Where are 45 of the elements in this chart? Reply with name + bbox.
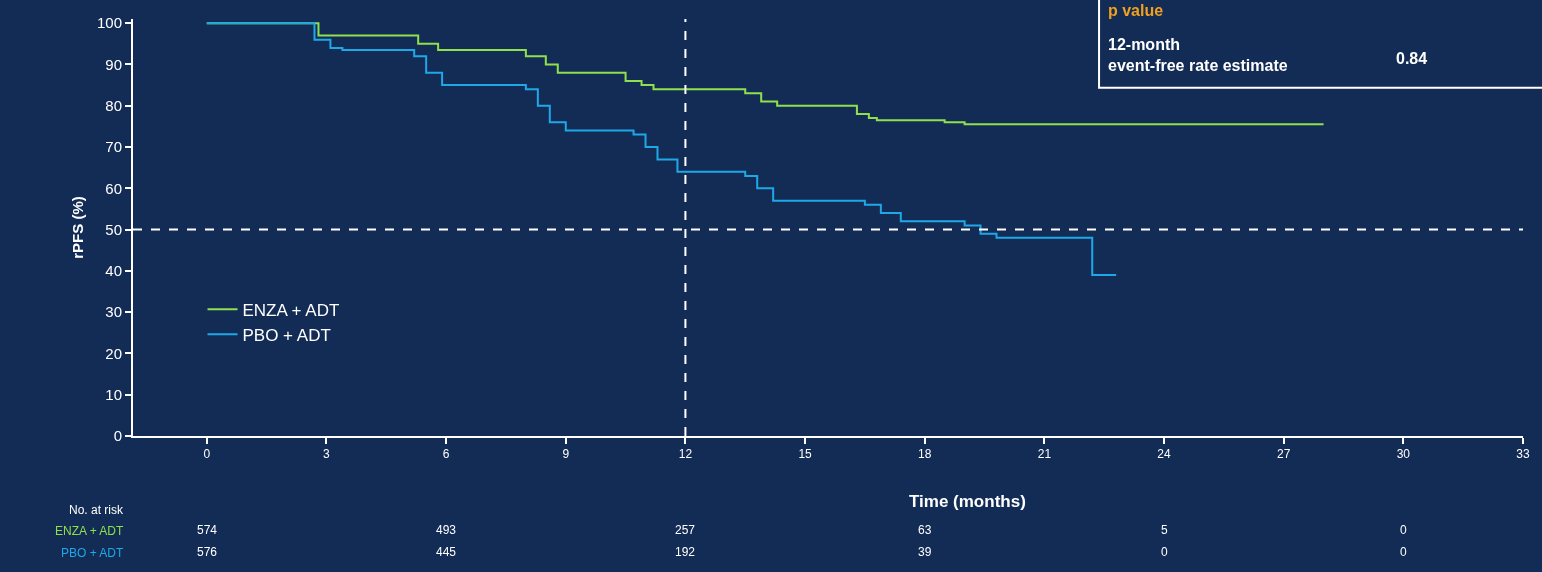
y-tick-label: 90 [105, 55, 122, 73]
text: 445 [436, 545, 457, 559]
x-tick-label: 9 [562, 447, 570, 462]
y-tick-label: 80 [105, 96, 122, 114]
y-tick-label: 40 [105, 262, 122, 280]
x-tick-label: 12 [678, 447, 693, 462]
text: 39 [918, 545, 932, 559]
text: 574 [197, 523, 218, 537]
legend-label: ENZA + ADT [242, 300, 340, 320]
x-tick-label: 3 [323, 447, 331, 462]
y-tick-label: 20 [105, 344, 122, 362]
y-axis-title: rPFS (%) [68, 196, 86, 259]
x-tick-label: 27 [1277, 447, 1291, 462]
text: 257 [675, 523, 696, 537]
x-tick-label: 0 [203, 447, 211, 462]
text: 576 [197, 545, 218, 559]
x-tick-label: 15 [798, 447, 813, 462]
legend-label: PBO + ADT [242, 325, 331, 345]
text: 63 [918, 523, 932, 537]
y-tick-label: 10 [105, 385, 122, 403]
x-axis-title: Time (months) [909, 492, 1026, 511]
text: 0 [1400, 545, 1407, 559]
y-tick-label: 30 [105, 303, 122, 321]
annotation: 12-month event-free rate estimate [1108, 36, 1288, 74]
text: PBO + ADT [61, 546, 125, 560]
text: 493 [436, 523, 457, 537]
x-tick-label: 24 [1157, 447, 1172, 462]
text: 192 [675, 545, 696, 559]
x-tick-label: 18 [918, 447, 932, 462]
text: p value [1108, 2, 1164, 19]
x-tick-label: 21 [1037, 447, 1052, 462]
x-tick-label: 30 [1396, 447, 1411, 462]
text: 5 [1161, 523, 1168, 537]
text: 0 [1161, 545, 1168, 559]
y-tick-label: 60 [105, 179, 122, 197]
y-tick-label: 70 [105, 138, 122, 156]
y-tick-label: 50 [105, 220, 122, 238]
text: 0 [1400, 523, 1407, 537]
x-tick-label: 33 [1516, 447, 1530, 462]
y-tick-label: 0 [113, 427, 122, 445]
x-tick-label: 6 [442, 447, 450, 462]
annotation: 0.84 [1396, 50, 1428, 67]
y-tick-label: 100 [96, 14, 122, 32]
text: No. at risk [69, 503, 125, 517]
text: ENZA + ADT [55, 524, 125, 538]
